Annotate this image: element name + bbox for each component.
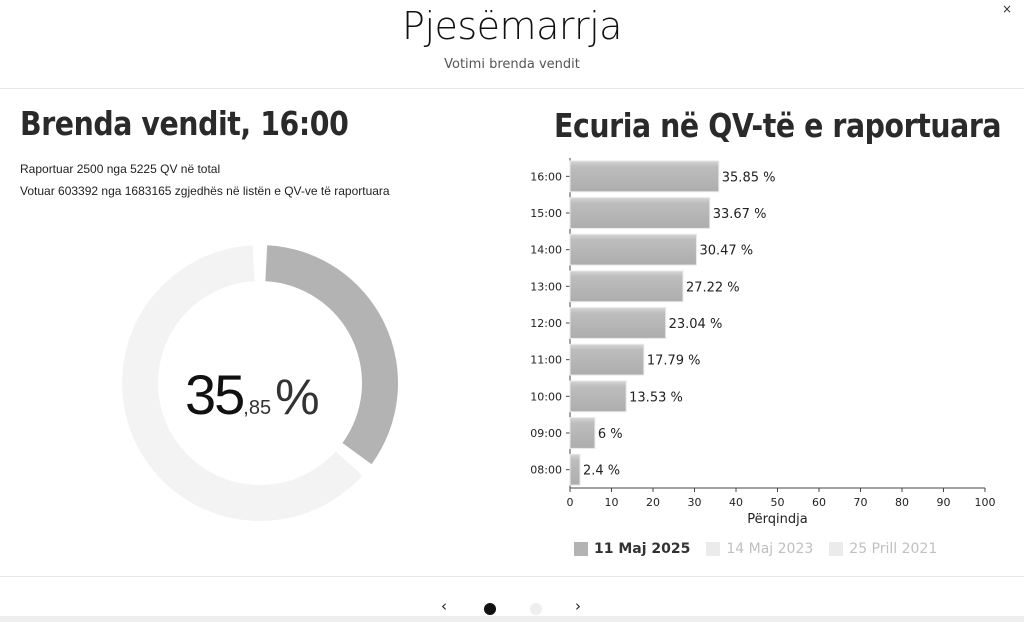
x-tick-label: 100 xyxy=(975,496,996,509)
chart-legend: 11 Maj 2025 14 Maj 2023 25 Prill 2021 xyxy=(574,541,937,557)
x-tick-label: 30 xyxy=(688,496,702,509)
reported-stations-text: Raportuar 2500 nga 5225 QV në total xyxy=(20,162,221,176)
donut-turnout-segment xyxy=(265,245,399,465)
y-tick-label: 15:00 xyxy=(530,207,562,220)
bar[interactable] xyxy=(569,307,667,339)
turnout-percent-sign: % xyxy=(275,369,320,425)
bar-value-label: 27.22 % xyxy=(686,280,740,295)
bar[interactable] xyxy=(569,417,596,449)
x-tick-label: 10 xyxy=(605,496,619,509)
turnout-percent-decimal: ,85 xyxy=(243,397,272,419)
bar-value-label: 2.4 % xyxy=(583,464,620,479)
voted-count-text: Votuar 603392 nga 1683165 zgjedhës në li… xyxy=(20,184,390,198)
previous-slide-button[interactable]: ‹ xyxy=(441,597,447,615)
slide-dot-2[interactable] xyxy=(530,603,542,615)
bottom-divider xyxy=(0,616,1024,622)
page-header: Pjesëmarrja Votimi brenda vendit xyxy=(0,0,1024,89)
page-subtitle: Votimi brenda vendit xyxy=(444,57,580,72)
bar-value-label: 6 % xyxy=(598,427,623,442)
x-tick-label: 0 xyxy=(567,496,574,509)
x-axis-title: Përqindja xyxy=(747,512,807,527)
close-icon[interactable]: × xyxy=(1001,2,1012,16)
y-tick-label: 13:00 xyxy=(530,280,562,293)
legend-item-2023[interactable]: 14 Maj 2023 xyxy=(706,541,813,557)
bar[interactable] xyxy=(569,453,581,486)
bar-value-label: 33.67 % xyxy=(713,207,767,222)
bar[interactable] xyxy=(569,197,711,229)
y-tick-label: 16:00 xyxy=(530,170,562,183)
bar-value-label: 13.53 % xyxy=(629,390,683,405)
legend-swatch-2023 xyxy=(706,542,721,556)
turnout-heading: Brenda vendit, 16:00 xyxy=(20,104,349,143)
x-tick-label: 20 xyxy=(646,496,660,509)
bar-value-label: 23.04 % xyxy=(669,317,723,332)
bar-value-label: 35.85 % xyxy=(722,170,776,185)
donut-remaining-segment xyxy=(122,245,363,521)
slide-dot-1-active[interactable] xyxy=(484,603,496,615)
y-tick-label: 12:00 xyxy=(530,317,562,330)
x-tick-label: 60 xyxy=(812,496,826,509)
x-tick-label: 70 xyxy=(854,496,868,509)
bar[interactable] xyxy=(569,343,645,376)
y-tick-label: 11:00 xyxy=(530,354,562,367)
x-tick-label: 80 xyxy=(895,496,909,509)
legend-swatch-2025 xyxy=(574,542,588,556)
y-tick-label: 10:00 xyxy=(530,390,562,403)
legend-item-2025[interactable]: 11 Maj 2025 xyxy=(574,541,690,557)
bar[interactable] xyxy=(569,270,684,303)
legend-label-2023: 14 Maj 2023 xyxy=(726,541,814,557)
x-tick-label: 50 xyxy=(771,496,785,509)
turnout-progress-bar-chart: 16:00 35.85 % 15:00 33.67 % 14:00 30.47 % 13:0… xyxy=(530,158,996,527)
y-tick-label: 08:00 xyxy=(530,464,562,477)
legend-item-2021[interactable]: 25 Prill 2021 xyxy=(829,541,937,557)
progress-heading: Ecuria në QV-të e raportuara xyxy=(554,106,1002,145)
y-tick-label: 09:00 xyxy=(530,427,562,440)
legend-label-2021: 25 Prill 2021 xyxy=(849,541,938,557)
turnout-percentage: 35,85% xyxy=(185,362,320,427)
turnout-percent-integer: 35 xyxy=(185,363,245,426)
legend-swatch-2021 xyxy=(829,542,844,556)
bar[interactable] xyxy=(569,160,720,193)
bar[interactable] xyxy=(569,233,697,266)
legend-label-2025: 11 Maj 2025 xyxy=(594,541,691,557)
bar[interactable] xyxy=(569,380,627,413)
bar-value-label: 17.79 % xyxy=(647,354,701,369)
carousel-footer: ‹ › xyxy=(0,576,1024,623)
x-tick-label: 90 xyxy=(937,496,951,509)
next-slide-button[interactable]: › xyxy=(575,597,581,615)
bar-value-label: 30.47 % xyxy=(699,244,753,259)
turnout-donut-chart xyxy=(122,245,399,521)
x-tick-label: 40 xyxy=(729,496,743,509)
page-title: Pjesëmarrja xyxy=(402,4,622,48)
y-tick-label: 14:00 xyxy=(530,244,562,257)
